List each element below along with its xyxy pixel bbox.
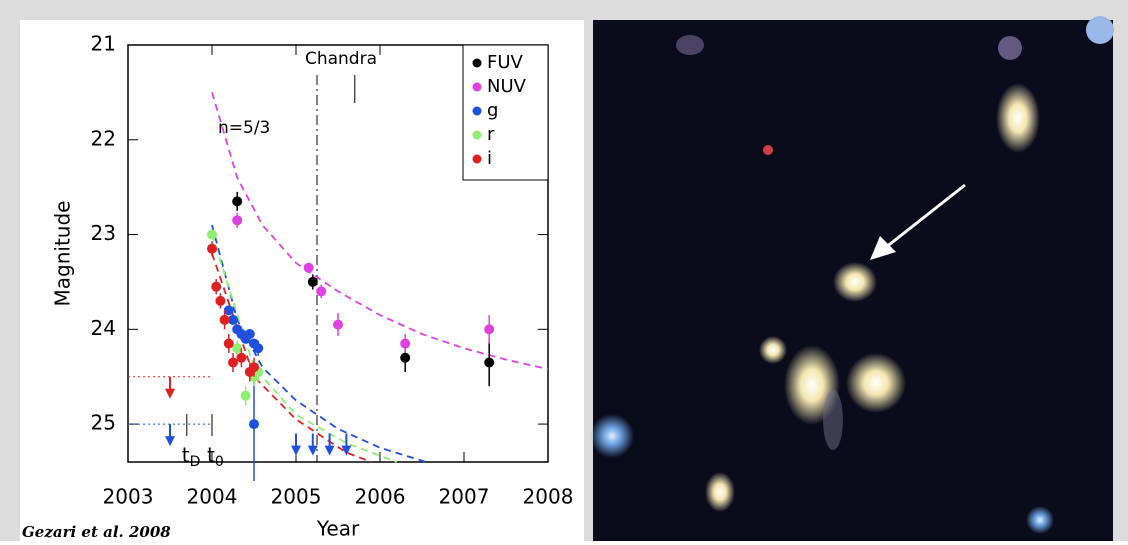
legend-label: FUV: [487, 52, 524, 73]
data-point: [400, 352, 411, 363]
data-point: [232, 343, 243, 354]
y-tick-label: 24: [91, 316, 116, 340]
t-sub: 0: [215, 454, 224, 470]
x-tick-label: 2008: [523, 485, 574, 509]
legend-label: r: [487, 124, 495, 145]
data-point: [307, 276, 318, 287]
data-point: [316, 286, 327, 297]
legend-label: g: [487, 100, 498, 121]
data-point: [228, 357, 238, 368]
data-point: [249, 419, 259, 430]
data-point: [484, 357, 495, 368]
plot: 2003 2004 2005 2006 2007 2008 21 22 23 24 25 Year Ma…: [22, 32, 573, 542]
legend-marker: [472, 82, 482, 92]
x-tick-label: 2005: [271, 485, 322, 509]
model-label: n=5/3: [218, 118, 270, 138]
y-tick-label: 21: [91, 32, 116, 56]
t-sub: D: [190, 454, 201, 470]
y-tick-label: 25: [91, 411, 116, 435]
model-curve: [211, 234, 398, 463]
data-point: [207, 229, 217, 240]
data-point: [219, 314, 230, 325]
data-point: [484, 324, 495, 335]
legend-marker: [472, 58, 482, 68]
plot-frame: [127, 44, 549, 463]
t-base: t: [207, 443, 215, 467]
x-tick-label: 2006: [355, 485, 406, 509]
x-tick-label: 2007: [439, 485, 490, 509]
data-point: [211, 281, 222, 292]
data-point: [333, 319, 343, 330]
data-point: [236, 352, 247, 363]
t-label: tD: [182, 443, 201, 471]
legend-marker: [472, 154, 482, 164]
data-point: [232, 215, 243, 226]
data-point: [232, 196, 243, 207]
chandra-label: Chandra: [305, 49, 377, 69]
limit-arrow: [165, 436, 175, 447]
limit-arrow: [324, 445, 335, 456]
model-curve: [211, 92, 549, 371]
legend-label: i: [487, 148, 492, 169]
x-axis-label: Year: [316, 517, 360, 541]
limit-arrow: [341, 445, 352, 456]
legend-marker: [472, 130, 482, 140]
legend-marker: [472, 106, 482, 116]
data-point: [207, 243, 217, 254]
data-point: [228, 314, 238, 325]
data-point: [215, 295, 226, 306]
limit-arrow: [307, 445, 318, 456]
limit-arrow: [165, 388, 175, 399]
y-tick-label: 23: [91, 221, 116, 245]
x-tick-label: 2003: [103, 485, 154, 509]
y-axis-label: Magnitude: [51, 201, 75, 307]
credit: Gezari et al. 2008: [22, 523, 171, 541]
legend-label: NUV: [487, 76, 527, 97]
data-point: [400, 338, 411, 349]
data-point: [253, 343, 264, 354]
t-label: t0: [207, 443, 224, 471]
data-point: [223, 338, 234, 349]
data-point: [244, 329, 255, 340]
sky-image: [590, 16, 1114, 541]
y-tick-label: 22: [91, 126, 116, 150]
limit-arrow: [291, 445, 301, 456]
data-point: [240, 390, 251, 401]
data-point: [249, 362, 259, 373]
x-tick-label: 2004: [187, 485, 238, 509]
data-point: [223, 305, 234, 316]
t-base: t: [182, 443, 190, 467]
data-point: [303, 262, 314, 273]
